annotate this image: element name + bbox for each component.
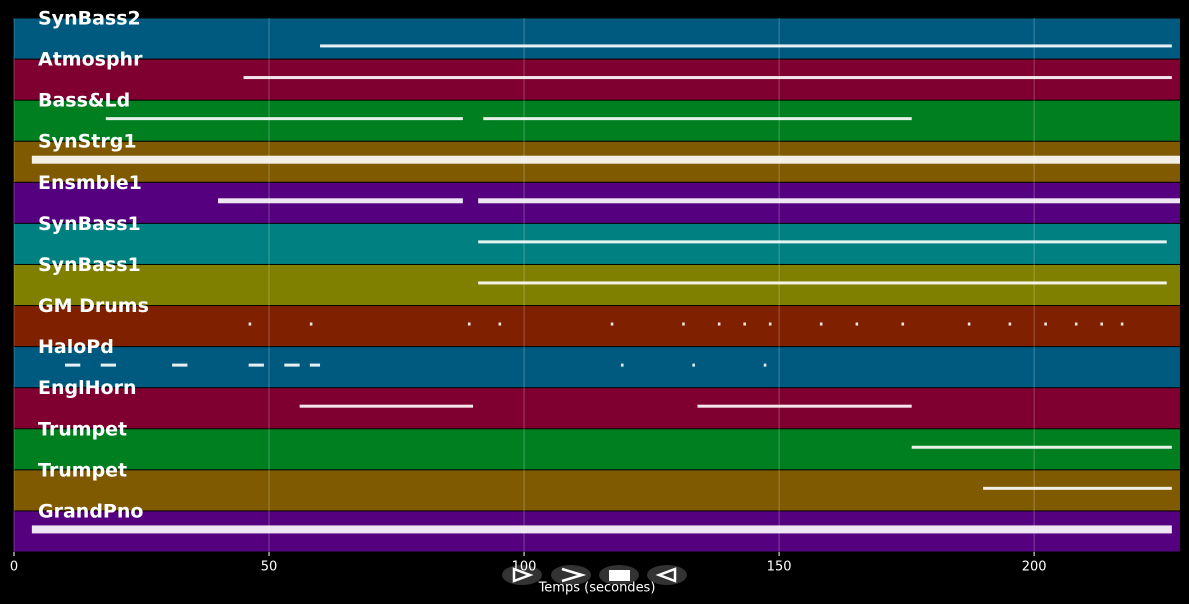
note bbox=[1074, 322, 1078, 326]
x-tick-label: 150 bbox=[767, 560, 792, 575]
track-label: Trumpet bbox=[38, 418, 127, 440]
note bbox=[218, 198, 463, 204]
note bbox=[692, 363, 695, 367]
track-label: SynStrg1 bbox=[38, 131, 137, 153]
track-row bbox=[14, 470, 1180, 511]
note bbox=[478, 281, 1167, 285]
note bbox=[478, 240, 1167, 244]
note bbox=[682, 322, 685, 326]
track-row bbox=[14, 59, 1180, 100]
x-tick-label: 50 bbox=[261, 560, 278, 575]
stop-button[interactable] bbox=[599, 565, 639, 585]
note bbox=[299, 404, 474, 408]
note bbox=[983, 486, 1172, 490]
track-row bbox=[14, 388, 1180, 429]
play-button[interactable] bbox=[502, 565, 542, 585]
track-label: HaloPd bbox=[38, 336, 114, 358]
note bbox=[483, 117, 912, 121]
note bbox=[243, 76, 1172, 80]
notes bbox=[31, 44, 1180, 534]
note bbox=[100, 363, 117, 367]
note bbox=[717, 322, 721, 326]
note bbox=[697, 404, 912, 408]
track-row bbox=[14, 429, 1180, 470]
x-tick-label: 0 bbox=[10, 560, 18, 575]
note bbox=[819, 322, 823, 326]
note bbox=[763, 363, 767, 367]
track-label: Bass&Ld bbox=[38, 90, 130, 112]
track-row bbox=[14, 18, 1180, 59]
note bbox=[1120, 322, 1124, 326]
note bbox=[31, 155, 1180, 164]
tracks bbox=[14, 18, 1180, 552]
track-row bbox=[14, 264, 1180, 306]
grid bbox=[13, 18, 1035, 552]
note bbox=[1100, 322, 1103, 326]
note bbox=[967, 322, 971, 326]
note bbox=[31, 525, 1172, 534]
note bbox=[620, 363, 624, 367]
track-label: Atmosphr bbox=[38, 49, 143, 71]
x-tick-label: 100 bbox=[512, 560, 537, 575]
note bbox=[768, 322, 772, 326]
playback-controls bbox=[502, 565, 687, 585]
note bbox=[309, 322, 313, 326]
note bbox=[901, 322, 905, 326]
track-label: SynBass1 bbox=[38, 213, 141, 235]
x-tick-label: 200 bbox=[1022, 560, 1047, 575]
note bbox=[743, 322, 746, 326]
note bbox=[284, 363, 300, 367]
x-axis-label: Temps (secondes) bbox=[538, 581, 656, 596]
note bbox=[610, 322, 614, 326]
note bbox=[467, 322, 471, 326]
note bbox=[498, 322, 502, 326]
track-label: GM Drums bbox=[38, 295, 149, 317]
note bbox=[855, 322, 859, 326]
note bbox=[65, 363, 81, 367]
track-label: Ensmble1 bbox=[38, 172, 142, 194]
track-row bbox=[14, 306, 1180, 347]
note bbox=[248, 363, 264, 367]
track-label: Trumpet bbox=[38, 459, 127, 481]
note bbox=[172, 363, 188, 367]
note bbox=[1044, 322, 1047, 326]
track-label: SynBass2 bbox=[38, 8, 141, 30]
note bbox=[1008, 322, 1012, 326]
note bbox=[911, 445, 1172, 449]
track-row bbox=[14, 347, 1180, 388]
track-label: EnglHorn bbox=[38, 377, 136, 399]
labels: SynBass2 Atmosphr Bass&Ld SynStrg1 Ensmble1 S… bbox=[38, 8, 149, 523]
note bbox=[309, 363, 321, 367]
track-label: SynBass1 bbox=[38, 254, 141, 276]
track-row bbox=[14, 223, 1180, 264]
back-button[interactable] bbox=[647, 565, 687, 585]
track-row bbox=[14, 100, 1180, 141]
note bbox=[105, 117, 463, 121]
note bbox=[320, 44, 1172, 48]
note bbox=[478, 198, 1180, 204]
track-label: GrandPno bbox=[38, 500, 143, 522]
forward-button[interactable] bbox=[551, 565, 591, 585]
note bbox=[248, 322, 252, 326]
